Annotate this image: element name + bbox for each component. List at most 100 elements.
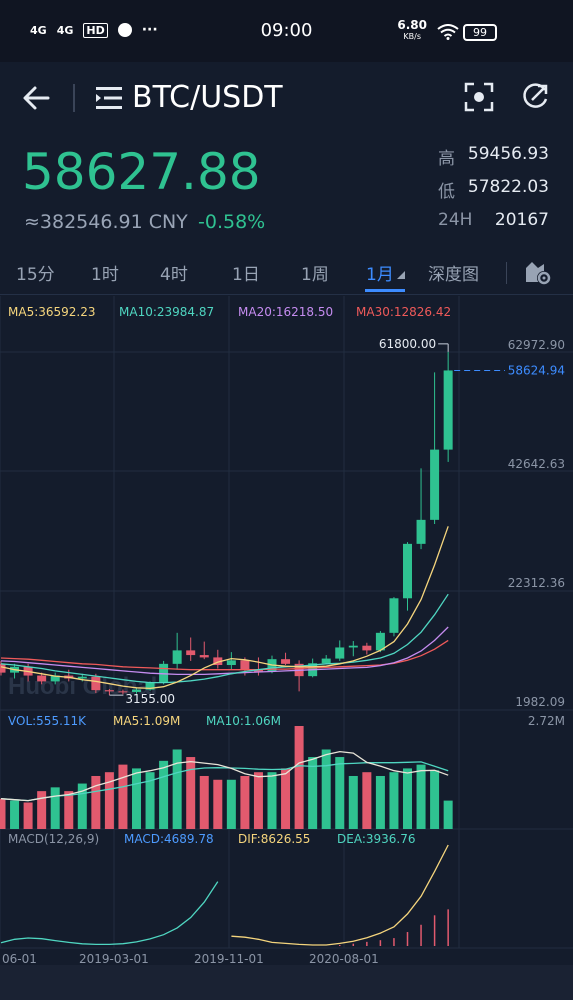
vol-max-tick: 2.72M — [527, 714, 565, 728]
candle-body — [77, 676, 87, 679]
dea-legend: DEA:3936.76 — [337, 832, 416, 846]
volume-bar — [321, 749, 331, 829]
high-value: 59456.93 — [467, 144, 549, 164]
volume-bar — [199, 775, 209, 829]
candle-body — [226, 660, 236, 666]
candle-body — [430, 449, 440, 520]
pair-title[interactable]: BTC/USDT — [132, 80, 283, 115]
ma20-legend: MA20:16218.50 — [238, 305, 334, 319]
candle-body — [348, 645, 358, 648]
price-change: -0.58% — [198, 211, 266, 233]
candle-body — [213, 657, 223, 666]
candle-body — [253, 669, 263, 672]
wifi-icon — [437, 24, 459, 40]
candle-body — [240, 660, 250, 670]
tab-4h[interactable]: 4时 — [160, 265, 188, 285]
volume-bar — [443, 800, 453, 829]
tab-1mo[interactable]: 1月 — [366, 265, 394, 285]
volume-bar — [118, 764, 128, 829]
tab-separator — [506, 262, 507, 284]
candle-body — [362, 645, 372, 651]
volume-bar — [281, 768, 291, 829]
volume-bar — [416, 764, 426, 829]
tab-depth[interactable]: 深度图 — [428, 265, 479, 285]
last-price: 58627.88 — [22, 143, 261, 201]
network-4g-icon: 4G — [56, 23, 74, 37]
low-value: 57822.03 — [467, 177, 549, 197]
chart-settings-icon[interactable] — [524, 258, 552, 286]
vol24-value: 20167 — [494, 210, 549, 230]
header-divider — [73, 84, 75, 112]
volume-bar — [37, 791, 47, 829]
candle-body — [416, 519, 426, 544]
candle-body — [199, 655, 209, 658]
macd-legend: MACD:4689.78 — [124, 832, 214, 846]
volume-bar — [430, 770, 440, 829]
volume-bar — [0, 798, 6, 829]
tab-1w[interactable]: 1周 — [301, 265, 329, 285]
low-marker-label: 3155.00 — [125, 692, 175, 706]
active-tab-underline — [365, 289, 405, 292]
volume-bar — [77, 783, 87, 829]
network-speed: 6.80 KB/s — [397, 19, 427, 42]
volume-bar — [213, 779, 223, 829]
current-price-label: 58624.94 — [508, 363, 565, 377]
volume-bar — [308, 757, 318, 829]
dif-line — [231, 844, 449, 946]
volume-bar — [335, 757, 345, 829]
x-tick-3: 2020-08-01 — [309, 952, 379, 966]
volume-bar — [64, 791, 74, 829]
dif-legend: DIF:8626.55 — [238, 832, 311, 846]
volume-bar — [267, 772, 277, 829]
ma30-line — [0, 639, 449, 671]
status-bar: 4G 4G HD ··· 09:00 6.80 KB/s 99 — [0, 0, 573, 62]
dropdown-triangle-icon — [397, 271, 405, 279]
candle-body — [403, 543, 412, 599]
volume-bar — [159, 760, 169, 829]
volume-bar — [50, 787, 60, 829]
candle-body — [132, 689, 141, 692]
volume-bar — [240, 775, 250, 829]
menu-list-icon[interactable] — [96, 86, 124, 110]
y-tick-label: 1982.09 — [515, 695, 565, 709]
candle-body — [281, 659, 291, 664]
vol-legend: VOL:555.11K — [8, 714, 87, 728]
candle-body — [321, 658, 331, 664]
speed-unit: KB/s — [403, 32, 421, 41]
status-left: 4G 4G HD ··· — [30, 22, 158, 38]
volume-bar — [389, 772, 399, 829]
tab-1d[interactable]: 1日 — [232, 265, 260, 285]
volume-bar — [91, 775, 101, 829]
ma20-line — [0, 626, 449, 676]
volume-bar — [104, 772, 114, 829]
speedometer-icon — [117, 23, 132, 37]
back-arrow-icon[interactable] — [22, 84, 52, 112]
interval-tabs: 15分 1时 4时 1日 1周 1月 深度图 — [0, 256, 573, 292]
clock: 09:00 — [260, 20, 313, 41]
battery-icon: 99 — [463, 24, 497, 41]
fullscreen-icon[interactable] — [464, 82, 494, 112]
refresh-icon[interactable] — [520, 82, 550, 112]
candle-body — [91, 676, 101, 691]
ma10-line — [0, 593, 449, 684]
network-4g-icon: 4G — [30, 23, 47, 37]
ma5-legend: MA5:36592.23 — [8, 305, 96, 319]
volume-bar — [362, 772, 372, 829]
tab-15m[interactable]: 15分 — [16, 265, 55, 285]
bottom-bar — [0, 965, 573, 1000]
candle-body — [37, 675, 47, 682]
x-tick-0: 06-01 — [2, 952, 37, 966]
tab-1h[interactable]: 1时 — [91, 265, 119, 285]
candle-body — [50, 675, 60, 682]
volume-bar — [145, 772, 155, 829]
high-marker-label: 61800.00 — [379, 337, 436, 351]
x-tick-1: 2019-03-01 — [79, 952, 149, 966]
volume-bar — [375, 775, 385, 829]
volume-bar — [294, 726, 304, 829]
vol24-label: 24H — [438, 210, 473, 230]
tabs-divider — [0, 294, 573, 295]
dea-line — [0, 881, 219, 946]
volume-bar — [226, 779, 236, 829]
